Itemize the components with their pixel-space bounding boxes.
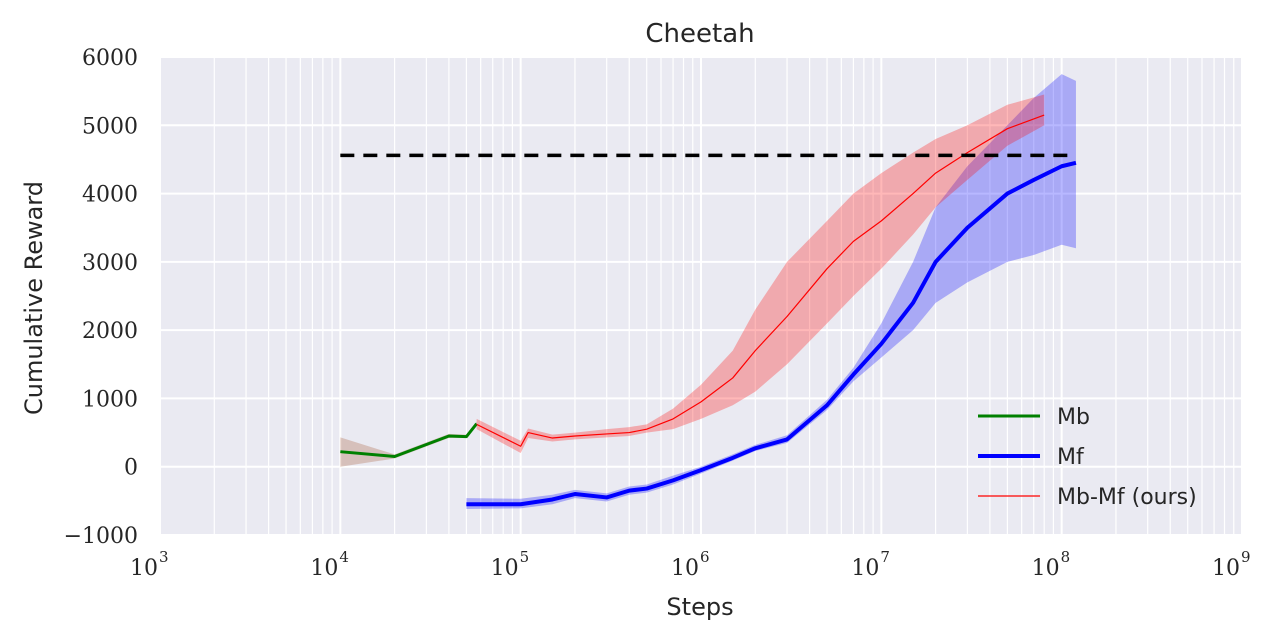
legend-item-mb: Mb: [978, 405, 1090, 430]
y-tick-labels: −1000 0 1000 2000 3000 4000 5000 6000: [64, 46, 138, 549]
x-tick-label: 10 7: [851, 548, 890, 581]
chart-title: Cheetah: [645, 19, 754, 49]
mf-band: [466, 74, 1076, 510]
x-tick-label: 10 3: [130, 548, 169, 581]
x-tick-exponent: 5: [520, 548, 530, 566]
y-tick-label: 6000: [82, 46, 138, 71]
mf-line: [466, 160, 1077, 507]
x-tick-exponent: 9: [1241, 548, 1251, 566]
y-tick-label: −1000: [64, 524, 138, 549]
y-axis-label: Cumulative Reward: [20, 181, 48, 415]
y-tick-label: 5000: [82, 114, 138, 139]
legend-item-mb-mf: Mb-Mf (ours): [978, 485, 1197, 510]
x-tick-base: 10: [671, 556, 699, 581]
y-tick-label: 0: [124, 456, 138, 481]
x-tick-base: 10: [851, 556, 879, 581]
x-tick-label: 10 8: [1032, 548, 1071, 581]
legend-label: Mf: [1057, 445, 1085, 470]
x-tick-label: 10 6: [671, 548, 710, 581]
x-axis-label: Steps: [666, 593, 733, 621]
x-tick-exponent: 7: [880, 548, 890, 566]
series-lines: [340, 114, 1077, 507]
mb-mf-band: [476, 94, 1045, 454]
mb-mf-line: [476, 114, 1045, 447]
x-tick-exponent: 8: [1061, 548, 1071, 566]
x-tick-base: 10: [130, 556, 158, 581]
x-tick-exponent: 3: [159, 548, 169, 566]
x-tick-label: 10 5: [491, 548, 530, 581]
x-tick-base: 10: [491, 556, 519, 581]
legend-item-mf: Mf: [978, 445, 1085, 470]
x-tick-base: 10: [310, 556, 338, 581]
y-tick-label: 2000: [82, 319, 138, 344]
y-tick-label: 3000: [82, 251, 138, 276]
x-tick-exponent: 6: [700, 548, 710, 566]
x-tick-base: 10: [1032, 556, 1060, 581]
x-tick-base: 10: [1212, 556, 1240, 581]
x-tick-labels: 10 3 10 4 10 5 10 6 10 7 10 8 10 9: [130, 548, 1251, 581]
mb-line: [340, 422, 478, 458]
x-tick-label: 10 4: [310, 548, 349, 581]
y-tick-label: 4000: [82, 183, 138, 208]
x-tick-exponent: 4: [339, 548, 349, 566]
legend-label: Mb-Mf (ours): [1057, 485, 1197, 510]
legend: Mb Mf Mb-Mf (ours): [978, 405, 1197, 510]
legend-label: Mb: [1057, 405, 1090, 430]
x-tick-label: 10 9: [1212, 548, 1251, 581]
y-tick-label: 1000: [82, 387, 138, 412]
